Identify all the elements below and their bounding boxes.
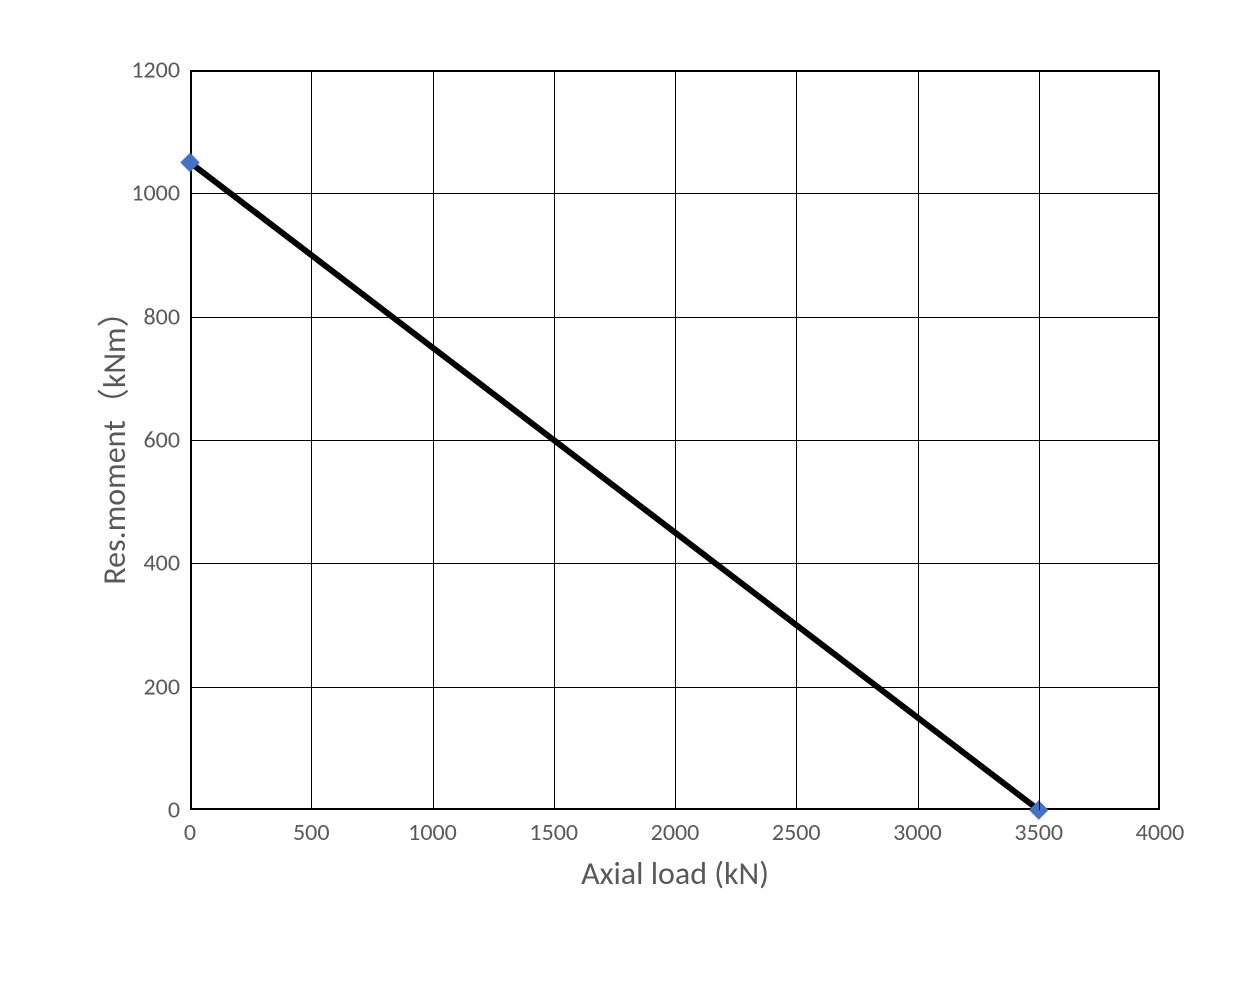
x-axis-label: Axial load (kN) bbox=[581, 854, 769, 893]
y-tick-label: 200 bbox=[144, 672, 181, 701]
y-tick-label: 400 bbox=[144, 549, 181, 578]
y-axis-label: Res.moment（kNm） bbox=[89, 295, 135, 584]
gridline-horizontal bbox=[190, 563, 1160, 564]
x-tick-label: 2500 bbox=[772, 818, 821, 847]
y-tick-label: 0 bbox=[168, 796, 180, 825]
x-tick-label: 1500 bbox=[529, 818, 578, 847]
x-tick-label: 4000 bbox=[1136, 818, 1185, 847]
x-tick-label: 3500 bbox=[1014, 818, 1063, 847]
y-tick-label: 1000 bbox=[131, 179, 180, 208]
x-tick-label: 1000 bbox=[408, 818, 457, 847]
x-tick-label: 2000 bbox=[651, 818, 700, 847]
gridline-horizontal bbox=[190, 687, 1160, 688]
x-tick-label: 500 bbox=[293, 818, 330, 847]
y-tick-label: 600 bbox=[144, 426, 181, 455]
series-line bbox=[190, 163, 1039, 811]
gridline-horizontal bbox=[190, 440, 1160, 441]
chart-container: Axial load (kN) Res.moment（kNm） 05001000… bbox=[100, 60, 1200, 940]
x-tick-label: 0 bbox=[184, 818, 196, 847]
gridline-horizontal bbox=[190, 317, 1160, 318]
y-tick-label: 1200 bbox=[131, 56, 180, 85]
gridline-horizontal bbox=[190, 193, 1160, 194]
plot-svg bbox=[100, 60, 1200, 850]
y-tick-label: 800 bbox=[144, 302, 181, 331]
x-tick-label: 3000 bbox=[893, 818, 942, 847]
